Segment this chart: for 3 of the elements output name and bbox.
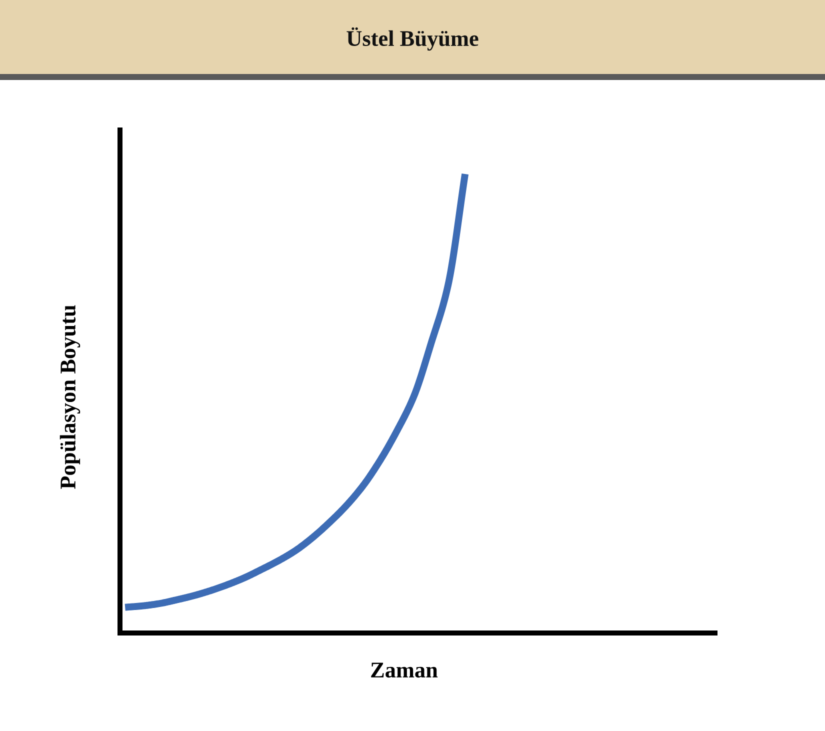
y-axis-title: Popülasyon Boyutu: [60, 305, 80, 489]
chart-title: Üstel Büyüme: [346, 27, 478, 51]
x-axis-title: Zaman: [371, 662, 438, 678]
